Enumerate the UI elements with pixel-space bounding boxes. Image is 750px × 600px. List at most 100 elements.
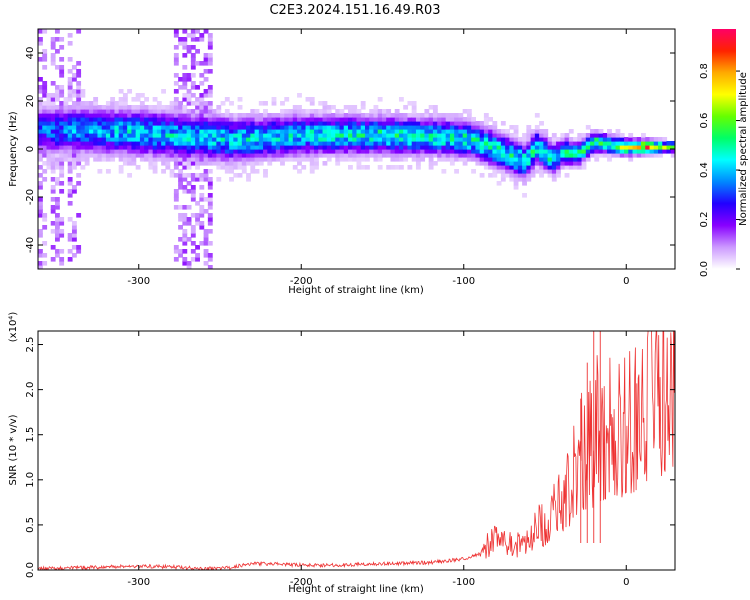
heatmap-cell	[148, 145, 154, 150]
heatmap-cell	[254, 125, 260, 130]
heatmap-cell	[237, 137, 243, 142]
heatmap-cell	[131, 157, 137, 162]
heatmap-cell	[483, 125, 489, 130]
heatmap-cell	[207, 177, 213, 182]
heatmap-cell	[292, 157, 298, 162]
heatmap-cell	[71, 233, 77, 238]
heatmap-cell	[428, 165, 434, 170]
heatmap-cell	[360, 165, 366, 170]
heatmap-cell	[190, 197, 196, 202]
heatmap-cell	[84, 137, 90, 142]
heatmap-cell	[59, 101, 65, 106]
heatmap-cell	[182, 117, 188, 122]
heatmap-cell	[547, 149, 553, 154]
heatmap-cell	[178, 101, 183, 106]
heatmap-cell	[241, 165, 247, 170]
heatmap-cell	[398, 165, 404, 170]
heatmap-cell	[67, 237, 73, 242]
heatmap-cell	[207, 37, 213, 42]
heatmap-cell	[326, 141, 332, 146]
heatmap-cell	[437, 137, 443, 142]
heatmap-cell	[59, 117, 65, 122]
heatmap-cell	[505, 165, 510, 170]
heatmap-cell	[377, 133, 383, 138]
heatmap-cell	[454, 117, 460, 122]
heatmap-cell	[449, 149, 455, 154]
heatmap-cell	[390, 153, 396, 158]
heatmap-cell	[67, 149, 73, 154]
heatmap-cell	[199, 145, 205, 150]
heatmap-cell	[38, 253, 43, 258]
heatmap-cell	[314, 137, 319, 142]
heatmap-cell	[543, 153, 549, 158]
heatmap-cell	[135, 137, 141, 142]
heatmap-cell	[381, 153, 387, 158]
heatmap-cell	[59, 181, 65, 186]
heatmap-cell	[479, 133, 485, 138]
heatmap-cell	[38, 197, 43, 202]
heatmap-cell	[144, 141, 150, 146]
heatmap-cell	[233, 161, 239, 166]
heatmap-cell	[229, 129, 234, 134]
heatmap-cell	[76, 173, 82, 178]
heatmap-cell	[543, 165, 549, 170]
heatmap-cell	[466, 157, 472, 162]
heatmap-cell	[390, 145, 396, 150]
heatmap-cell	[271, 113, 277, 118]
heatmap-cell	[364, 117, 370, 122]
heatmap-cell	[505, 169, 510, 174]
heatmap-cell	[46, 105, 52, 110]
heatmap-cell	[377, 109, 383, 114]
heatmap-cell	[110, 97, 116, 102]
heatmap-cell	[590, 129, 595, 134]
heatmap-cell	[356, 157, 362, 162]
heatmap-cell	[220, 161, 226, 166]
snr-x-axis-label: Height of straight line (km)	[288, 584, 424, 595]
heatmap-cell	[46, 97, 52, 102]
heatmap-cell	[318, 133, 324, 138]
heatmap-cell	[488, 117, 493, 122]
heatmap-cell	[284, 117, 290, 122]
heatmap-cell	[182, 165, 188, 170]
heatmap-cell	[407, 121, 413, 126]
heatmap-cell	[54, 217, 60, 222]
heatmap-cell	[161, 141, 166, 146]
heatmap-cell	[182, 249, 188, 254]
heatmap-cell	[88, 101, 94, 106]
heatmap-cell	[186, 217, 192, 222]
heatmap-cell	[50, 129, 56, 134]
heatmap-cell	[577, 137, 583, 142]
heatmap-cell	[131, 109, 137, 114]
heatmap-cell	[161, 117, 166, 122]
heatmap-cell	[161, 169, 166, 174]
heatmap-cell	[424, 149, 430, 154]
heatmap-cell	[556, 137, 561, 142]
heatmap-cell	[224, 117, 230, 122]
heatmap-cell	[607, 137, 612, 142]
heatmap-cell	[38, 265, 43, 269]
heatmap-cell	[224, 121, 230, 126]
heatmap-cell	[59, 125, 65, 130]
heatmap-cell	[59, 85, 65, 90]
heatmap-cell	[356, 121, 362, 126]
heatmap-cell	[182, 77, 188, 82]
heatmap-cell	[280, 137, 285, 142]
heatmap-cell	[534, 169, 540, 174]
heatmap-cell	[190, 81, 196, 86]
y-tick-label: 1.0	[25, 472, 36, 488]
heatmap-cell	[352, 121, 358, 126]
heatmap-cell	[182, 205, 188, 210]
heatmap-cell	[551, 137, 557, 142]
heatmap-cell	[475, 157, 481, 162]
heatmap-cell	[360, 113, 366, 118]
heatmap-cell	[280, 109, 285, 114]
heatmap-cell	[471, 121, 477, 126]
heatmap-cell	[288, 129, 294, 134]
heatmap-cell	[415, 137, 421, 142]
heatmap-cell	[156, 157, 162, 162]
heatmap-cell	[80, 137, 86, 142]
heatmap-cell	[54, 225, 60, 230]
heatmap-cell	[335, 149, 341, 154]
heatmap-cell	[373, 109, 379, 114]
heatmap-cell	[373, 153, 379, 158]
